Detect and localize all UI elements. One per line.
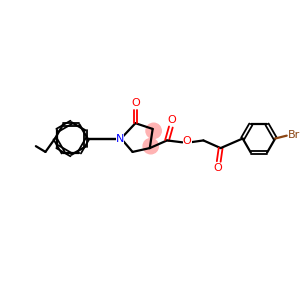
Text: O: O — [183, 136, 191, 146]
Circle shape — [146, 123, 161, 139]
Text: Br: Br — [288, 130, 300, 140]
Circle shape — [143, 139, 158, 154]
Text: O: O — [167, 115, 176, 125]
Text: O: O — [213, 163, 222, 173]
Text: O: O — [131, 98, 140, 108]
Text: N: N — [116, 134, 124, 143]
